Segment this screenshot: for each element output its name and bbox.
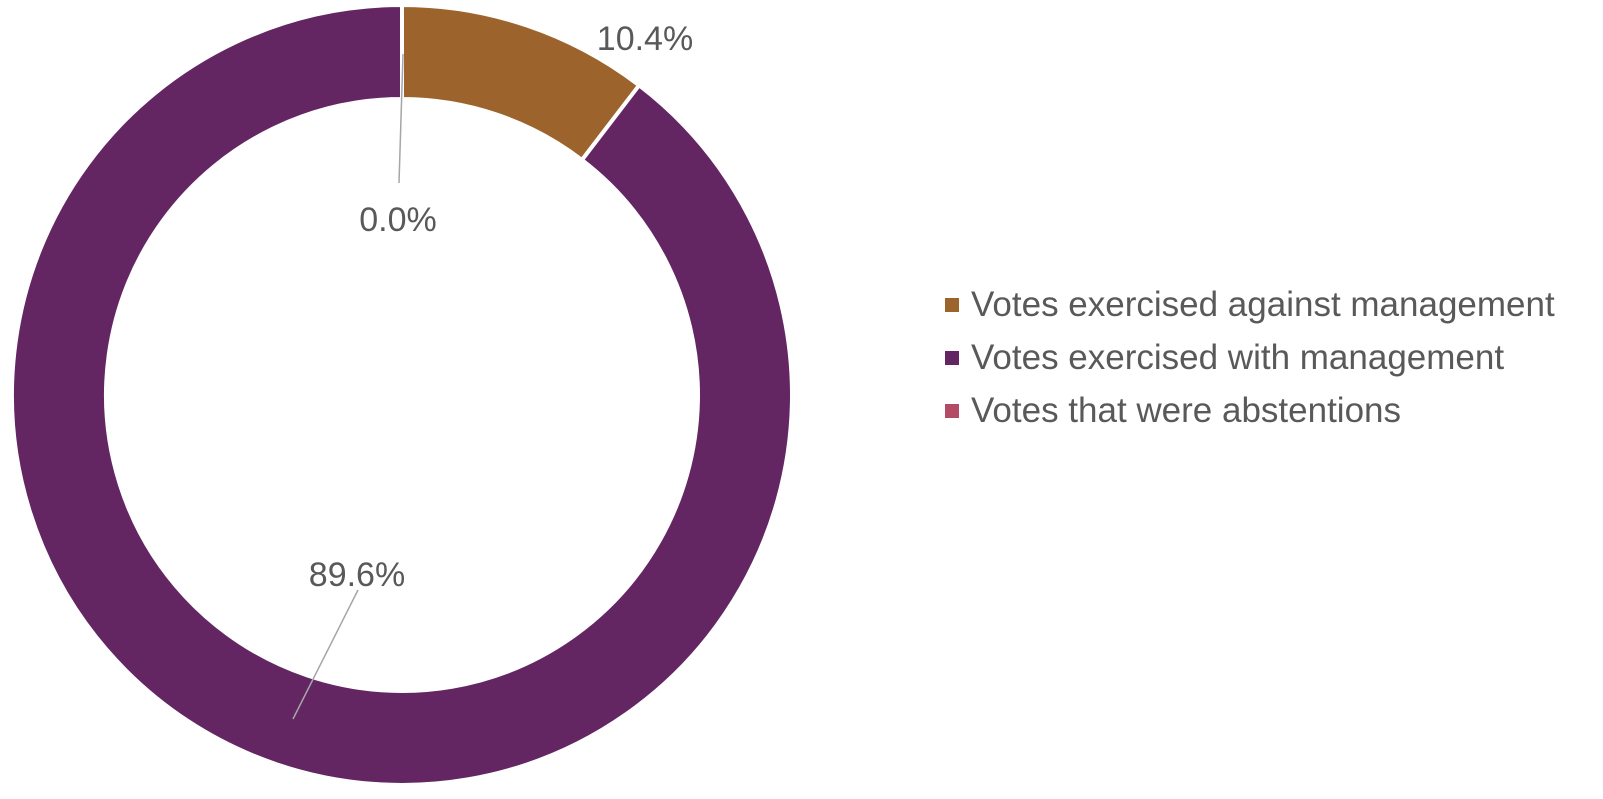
legend-item-abstentions: Votes that were abstentions [945, 384, 1555, 437]
data-label-against-management: 10.4% [597, 20, 693, 58]
chart-legend: Votes exercised against management Votes… [945, 278, 1555, 437]
leader-line-with-management [292, 589, 359, 720]
legend-label-against-management: Votes exercised against management [971, 284, 1555, 324]
leader-lines [292, 53, 404, 720]
legend-swatch-against-management [945, 297, 959, 312]
legend-label-abstentions: Votes that were abstentions [971, 390, 1401, 430]
legend-label-with-management: Votes exercised with management [971, 337, 1505, 377]
data-labels: 10.4% 89.6% 0.0% [309, 20, 693, 594]
legend-swatch-with-management [945, 350, 959, 365]
legend-item-with-management: Votes exercised with management [945, 331, 1555, 384]
donut-slices [10, 2, 794, 787]
leader-line-abstentions [398, 53, 404, 184]
data-label-with-management: 89.6% [309, 556, 405, 594]
slice-with-management [10, 2, 794, 787]
legend-item-against-management: Votes exercised against management [945, 278, 1555, 331]
legend-swatch-abstentions [945, 403, 959, 418]
data-label-abstentions: 0.0% [359, 201, 437, 239]
